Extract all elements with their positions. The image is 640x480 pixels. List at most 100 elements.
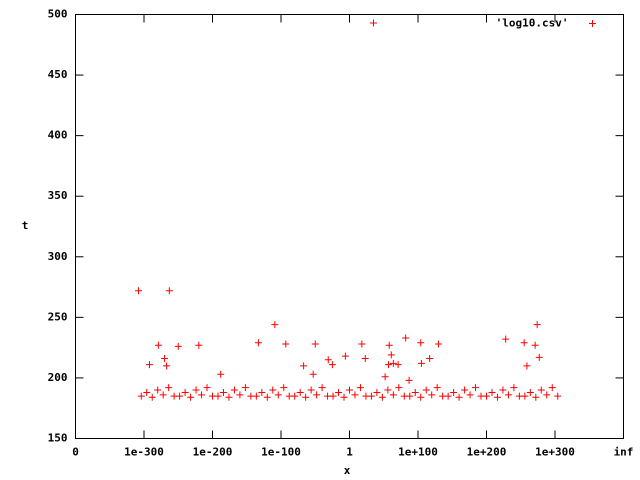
data-point	[225, 393, 233, 401]
data-point	[387, 351, 395, 359]
data-point	[422, 386, 430, 394]
data-point	[520, 339, 528, 347]
data-point	[389, 391, 397, 399]
data-point	[340, 393, 348, 401]
data-point	[373, 388, 381, 396]
data-point	[313, 391, 321, 399]
plot-border	[75, 14, 624, 439]
data-point	[302, 393, 310, 401]
data-point	[258, 388, 266, 396]
data-point	[417, 339, 425, 347]
data-point	[198, 391, 206, 399]
x-tick-label: 1e+100	[398, 446, 438, 459]
y-tick-label: 250	[48, 310, 68, 323]
data-point	[307, 386, 315, 394]
y-tick-label: 350	[48, 189, 68, 202]
data-point	[217, 370, 225, 378]
data-point	[165, 384, 173, 392]
y-tick-label: 200	[48, 371, 68, 384]
y-tick-label: 150	[48, 432, 68, 445]
data-point	[405, 376, 413, 384]
data-point	[369, 19, 377, 27]
data-point	[406, 392, 414, 400]
data-point	[461, 386, 469, 394]
data-point	[165, 287, 173, 295]
data-point	[361, 355, 369, 363]
data-point	[329, 392, 337, 400]
data-point	[502, 335, 510, 343]
data-point	[521, 392, 529, 400]
data-point	[428, 391, 436, 399]
data-point	[145, 361, 153, 369]
data-point	[203, 384, 211, 392]
data-point	[181, 388, 189, 396]
data-point	[269, 386, 277, 394]
data-point	[328, 361, 336, 369]
x-tick-label: 1e+200	[467, 446, 507, 459]
data-point	[300, 362, 308, 370]
data-point	[533, 321, 541, 329]
data-point	[296, 388, 304, 396]
data-point	[385, 341, 393, 349]
legend-marker	[589, 20, 596, 27]
data-point	[163, 362, 171, 370]
data-point	[254, 339, 262, 347]
data-point	[367, 392, 375, 400]
data-point	[402, 334, 410, 342]
data-point	[444, 392, 452, 400]
data-point	[154, 386, 162, 394]
data-point	[531, 341, 539, 349]
data-point	[510, 384, 518, 392]
data-point	[411, 388, 419, 396]
data-point	[318, 384, 326, 392]
data-point	[282, 340, 290, 348]
data-point	[435, 340, 443, 348]
x-tick-label: 1e+300	[535, 446, 575, 459]
y-tick-label: 400	[48, 129, 68, 142]
data-point	[176, 392, 184, 400]
y-axis-label: t	[22, 219, 29, 232]
data-point	[137, 392, 145, 400]
data-point	[450, 388, 458, 396]
data-point	[346, 386, 353, 394]
y-tick-label: 500	[48, 8, 68, 21]
data-point	[274, 391, 282, 399]
data-point	[187, 393, 195, 401]
data-point	[135, 287, 143, 295]
x-tick-label: inf	[614, 446, 634, 459]
data-point	[356, 384, 364, 392]
data-point	[351, 391, 359, 399]
data-point	[263, 393, 271, 401]
data-point	[214, 392, 222, 400]
data-point	[532, 393, 540, 401]
data-point	[554, 392, 562, 400]
data-point	[543, 391, 551, 399]
data-point	[466, 391, 474, 399]
data-point	[161, 355, 169, 363]
data-point	[455, 393, 463, 401]
data-point	[548, 384, 556, 392]
data-point	[493, 393, 501, 401]
data-point	[526, 388, 534, 396]
data-point	[394, 361, 402, 369]
data-point	[504, 391, 512, 399]
x-tick-label: 1	[346, 446, 353, 459]
data-point	[535, 353, 543, 361]
data-point	[384, 386, 392, 394]
data-point	[378, 393, 386, 401]
data-point	[483, 392, 490, 400]
data-point	[252, 392, 260, 400]
data-point	[381, 373, 389, 381]
data-point	[433, 384, 441, 392]
data-point	[523, 362, 531, 370]
x-tick-label: 1e-200	[193, 446, 233, 459]
data-point	[389, 359, 397, 367]
data-point	[159, 391, 167, 399]
x-axis-label: x	[344, 464, 351, 477]
data-point	[148, 393, 156, 401]
data-point	[341, 352, 349, 360]
data-point	[324, 356, 332, 364]
data-point	[335, 388, 343, 396]
data-point	[395, 384, 403, 392]
